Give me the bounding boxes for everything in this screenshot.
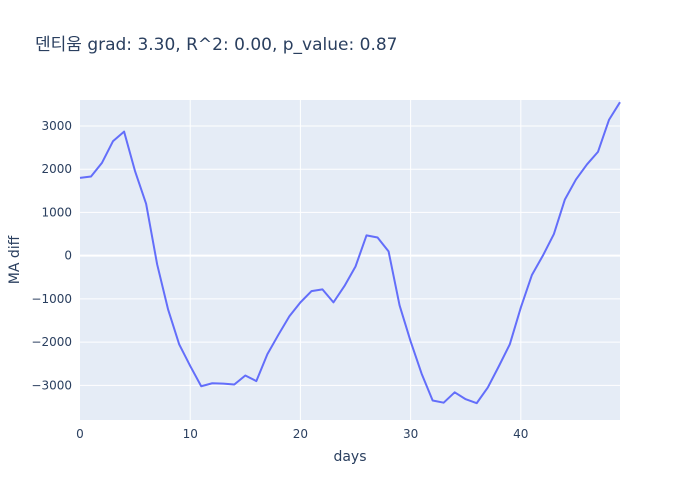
- y-tick-label: −3000: [31, 378, 72, 392]
- series-line: [79, 101, 621, 405]
- series-layer: [79, 101, 621, 405]
- y-tick-label: −1000: [31, 292, 72, 306]
- grid: [80, 100, 620, 420]
- x-tick-label: 20: [293, 427, 308, 441]
- y-tick-label: 2000: [41, 162, 72, 176]
- y-tick-label: 1000: [41, 205, 72, 219]
- y-tick-label: 3000: [41, 119, 72, 133]
- x-axis-title: days: [333, 449, 366, 465]
- chart-title: 덴티움 grad: 3.30, R^2: 0.00, p_value: 0.87: [35, 35, 397, 55]
- y-axis-title: MA diff: [7, 235, 23, 284]
- tick-labels: 0 10 20 30 40 −3000 −2000 −1000 0 1000 2000 3000: [31, 119, 528, 441]
- x-tick-label: 30: [403, 427, 418, 441]
- x-tick-label: 40: [513, 427, 528, 441]
- plot-area: [80, 100, 620, 420]
- y-tick-label: −2000: [31, 335, 72, 349]
- x-tick-label: 10: [183, 427, 198, 441]
- y-tick-label: 0: [64, 249, 72, 263]
- x-tick-label: 0: [76, 427, 84, 441]
